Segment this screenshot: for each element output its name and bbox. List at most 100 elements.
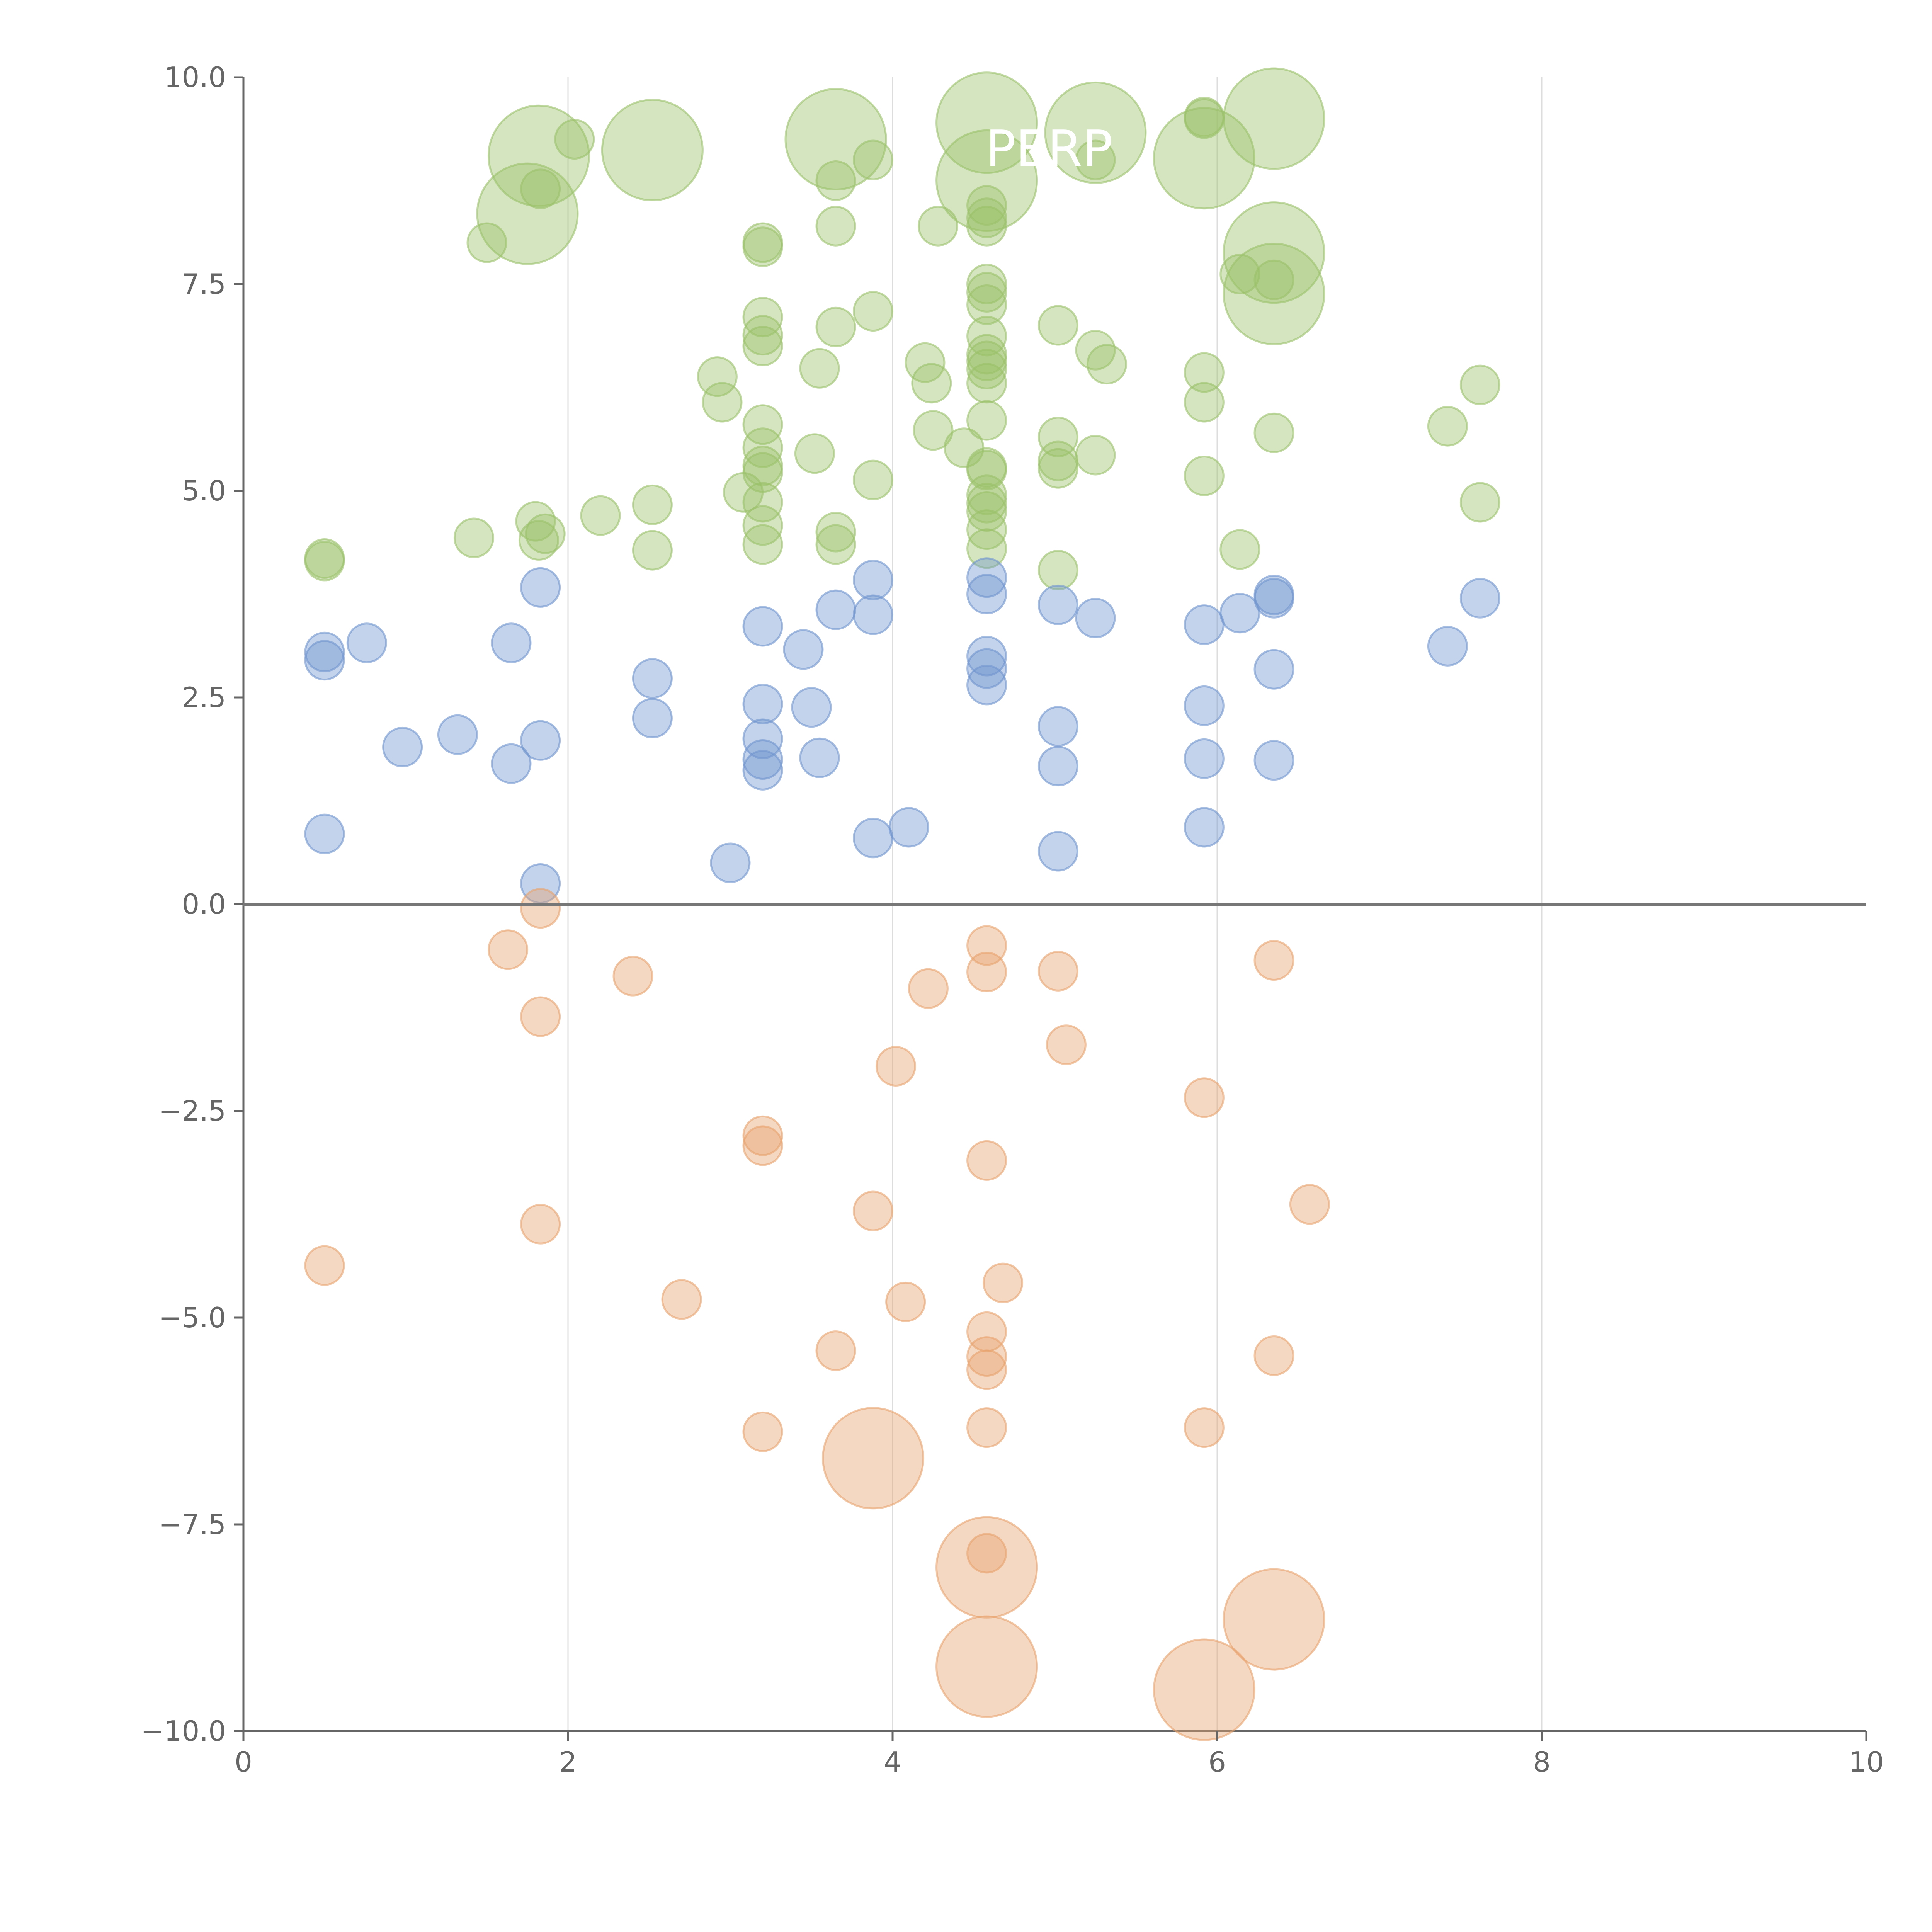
data-point-green	[966, 483, 1007, 524]
data-point-green	[1184, 455, 1225, 496]
data-point-orange	[966, 951, 1007, 992]
data-point-green	[487, 104, 590, 207]
data-point-blue	[1459, 578, 1500, 619]
data-point-green	[742, 404, 783, 445]
data-point-blue	[304, 813, 345, 854]
data-point-blue	[1253, 575, 1294, 616]
data-point-orange	[966, 1140, 1007, 1181]
data-point-green	[1184, 382, 1225, 423]
data-point-blue	[742, 718, 783, 759]
data-point-blue	[520, 567, 561, 608]
data-point-blue	[783, 629, 824, 670]
data-point-orange	[966, 1336, 1007, 1377]
data-point-orange	[661, 1279, 702, 1320]
data-point-orange	[983, 1262, 1024, 1303]
data-point-blue	[632, 658, 673, 699]
data-point-blue	[382, 726, 423, 767]
data-point-orange	[304, 1245, 345, 1286]
data-point-green	[1459, 482, 1500, 523]
data-point-orange	[742, 1411, 783, 1452]
data-point-orange	[1153, 1638, 1255, 1741]
data-point-orange	[612, 956, 653, 997]
data-point-green	[1253, 412, 1294, 453]
data-point-blue	[1184, 604, 1225, 645]
data-point-green	[632, 530, 673, 571]
data-point-orange	[966, 1407, 1007, 1448]
data-point-blue	[1427, 626, 1468, 667]
data-point-green	[966, 264, 1007, 304]
data-point-green	[697, 356, 738, 397]
data-point-green	[742, 297, 783, 338]
data-point-green	[304, 541, 345, 582]
bubble-label-perp: PERP	[985, 119, 1112, 178]
data-point-green	[853, 459, 894, 500]
data-point-green	[1223, 243, 1325, 345]
data-point-orange	[1289, 1184, 1330, 1225]
data-point-green	[518, 520, 559, 561]
x-tick-label: 10	[1849, 1746, 1884, 1778]
data-point-blue	[742, 750, 783, 791]
data-point-orange	[1253, 1335, 1294, 1376]
data-point-green	[1427, 406, 1468, 447]
data-point-blue	[1253, 649, 1294, 690]
data-point-blue	[1075, 598, 1116, 639]
data-point-blue	[520, 720, 561, 761]
bubbles	[304, 67, 1500, 1741]
data-point-green	[742, 482, 783, 523]
data-point-orange	[966, 1349, 1007, 1390]
data-point-green	[1037, 305, 1078, 346]
data-point-green	[853, 139, 894, 180]
y-tick-label: −7.5	[158, 1508, 226, 1541]
data-point-green	[1253, 259, 1294, 300]
data-point-green	[966, 400, 1007, 441]
data-point-orange	[1223, 1568, 1325, 1671]
data-point-blue	[1253, 740, 1294, 781]
data-point-green	[784, 88, 887, 190]
x-tick-label: 2	[559, 1746, 577, 1778]
data-point-blue	[853, 560, 894, 600]
data-point-green	[966, 185, 1007, 226]
x-tick-label: 6	[1208, 1746, 1226, 1778]
data-point-green	[476, 162, 579, 265]
data-point-green	[453, 517, 494, 558]
data-point-orange	[853, 1190, 894, 1231]
data-point-orange	[822, 1407, 925, 1510]
data-point-blue	[815, 589, 856, 630]
data-point-green	[742, 222, 783, 263]
data-point-green	[918, 206, 959, 247]
data-point-green	[1459, 364, 1500, 405]
data-point-green	[815, 206, 856, 247]
data-point-orange	[520, 996, 561, 1037]
data-point-blue	[632, 698, 673, 738]
data-point-green	[815, 306, 856, 347]
y-tick-label: −10.0	[141, 1715, 226, 1747]
data-point-green	[1044, 81, 1147, 184]
data-point-blue	[966, 574, 1007, 614]
data-point-blue	[1184, 685, 1225, 726]
data-point-green	[966, 316, 1007, 357]
x-tick-label: 4	[884, 1746, 901, 1778]
data-point-blue	[710, 842, 751, 883]
data-point-green	[1184, 352, 1225, 393]
data-point-blue	[791, 687, 832, 728]
data-point-orange	[1184, 1407, 1225, 1448]
data-point-orange	[935, 1615, 1038, 1718]
data-point-green	[911, 363, 952, 404]
data-point-blue	[853, 818, 894, 859]
data-point-green	[799, 348, 840, 389]
data-point-orange	[1184, 1077, 1225, 1118]
data-point-orange	[885, 1281, 926, 1322]
data-point-blue	[1037, 746, 1078, 787]
data-point-blue	[1037, 706, 1078, 747]
data-point-blue	[1184, 738, 1225, 779]
data-point-orange	[815, 1330, 856, 1371]
data-point-green	[1153, 107, 1255, 210]
y-tick-label: 7.5	[182, 268, 226, 300]
data-point-orange	[520, 888, 561, 929]
data-point-orange	[1037, 951, 1078, 992]
data-point-blue	[966, 665, 1007, 706]
x-tick-label: 0	[235, 1746, 252, 1778]
data-point-green	[815, 160, 856, 201]
data-point-green	[966, 284, 1007, 325]
data-point-green	[935, 71, 1038, 174]
